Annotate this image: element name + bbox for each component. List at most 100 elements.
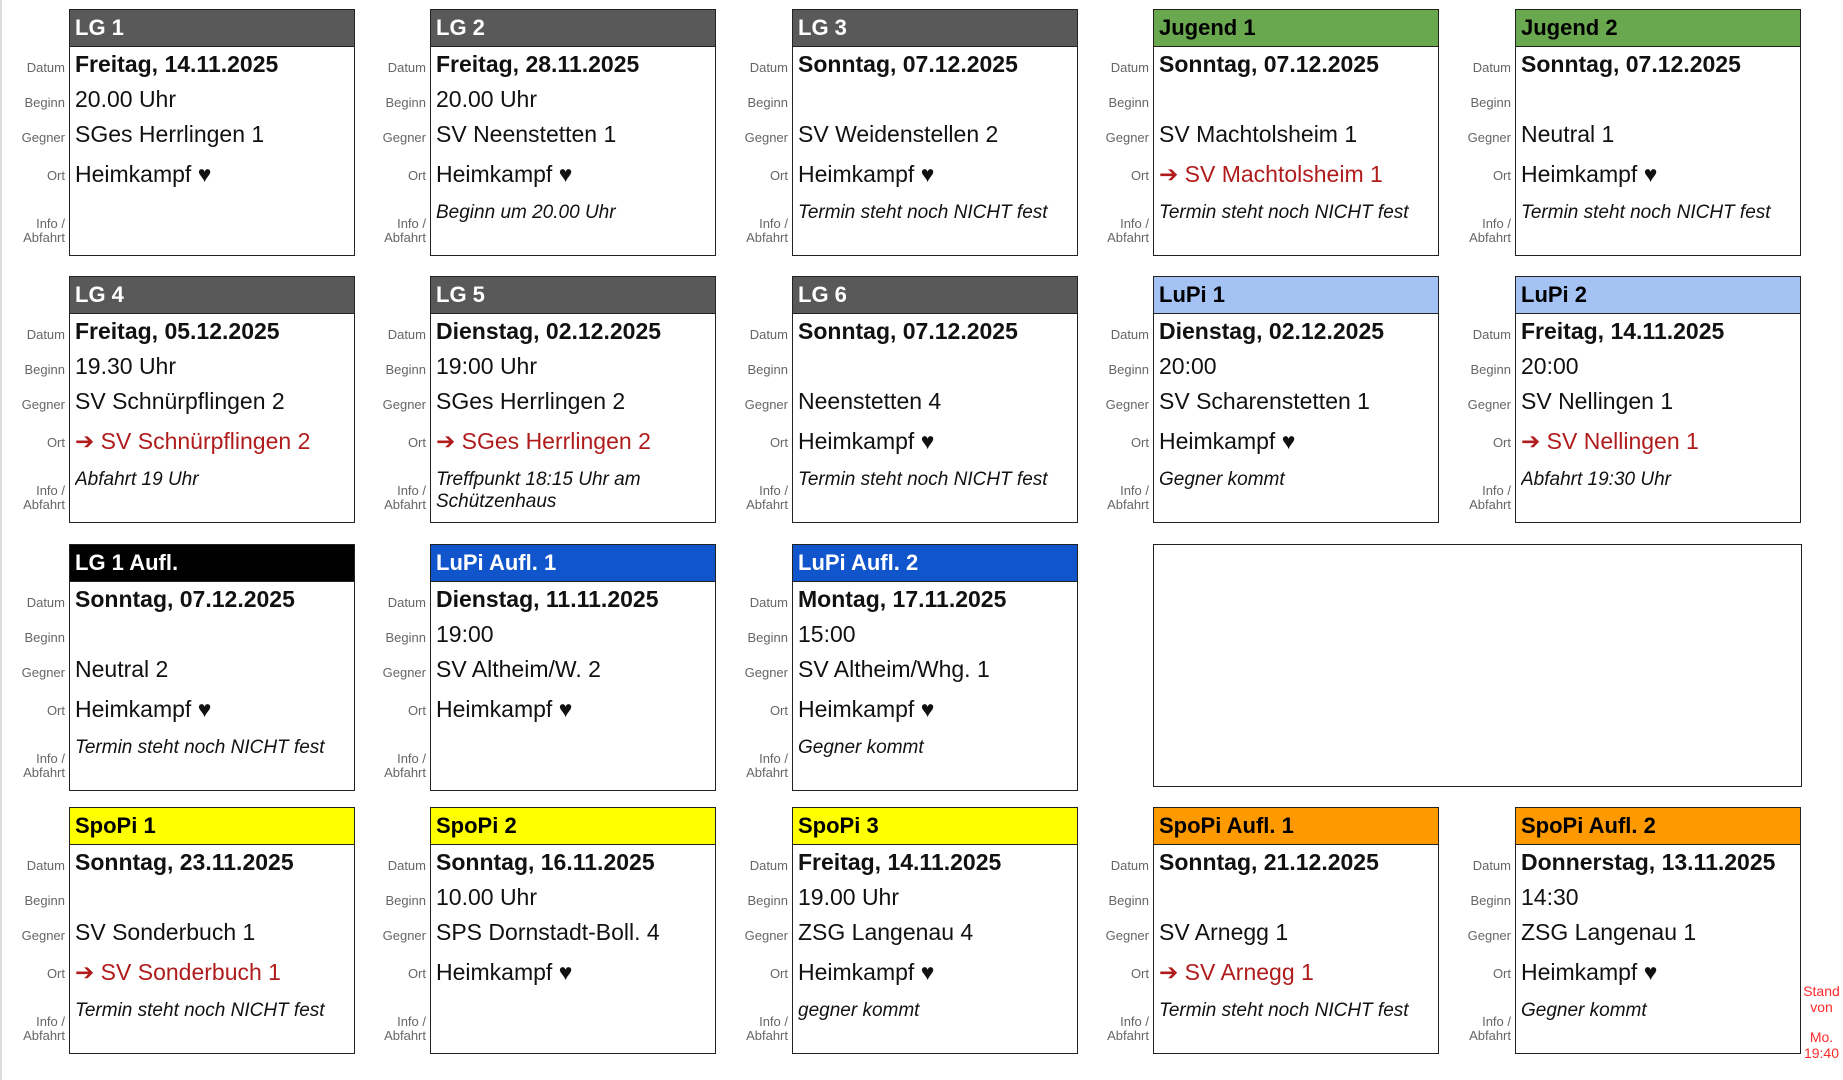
opponent: SV Altheim/W. 2: [436, 656, 601, 682]
label-opponent: Gegner: [21, 397, 65, 412]
match-card: Jugend 1 Sonntag, 07.12.2025 SV Machtolshe…: [1153, 9, 1439, 256]
label-info: Info / Abfahrt: [1469, 216, 1511, 245]
info-note: Gegner kommt: [1159, 469, 1285, 490]
label-opponent: Gegner: [1105, 130, 1149, 145]
match-date: Sonntag, 07.12.2025: [1521, 51, 1741, 77]
label-date: Datum: [26, 60, 65, 75]
label-info: Info / Abfahrt: [384, 216, 426, 245]
label-date: Datum: [1110, 60, 1149, 75]
label-info: Info / Abfahrt: [746, 483, 788, 512]
info-note: Gegner kommt: [798, 737, 924, 758]
label-location: Ort: [407, 966, 426, 981]
start-time: 19.00 Uhr: [798, 884, 900, 910]
label-info: Info / Abfahrt: [384, 483, 426, 512]
info-note: Termin steht noch NICHT fest: [75, 737, 325, 758]
label-location: Ort: [769, 435, 788, 450]
info-note: Termin steht noch NICHT fest: [1159, 202, 1409, 223]
match-card: LG 5 Dienstag, 02.12.2025 19:00 Uhr SGes He…: [430, 276, 716, 523]
location: ➔ SV Machtolsheim 1: [1159, 161, 1383, 187]
match-date: Freitag, 05.12.2025: [75, 318, 280, 344]
team-title: LG 5: [431, 277, 715, 314]
info-note: gegner kommt: [798, 1000, 920, 1021]
location: Heimkampf ♥: [798, 428, 935, 454]
match-date: Dienstag, 11.11.2025: [436, 586, 659, 612]
location: Heimkampf ♥: [1521, 161, 1658, 187]
label-date: Datum: [26, 595, 65, 610]
label-info: Info / Abfahrt: [746, 216, 788, 245]
stand-line: von: [1810, 999, 1833, 1015]
team-title: LuPi Aufl. 2: [793, 545, 1077, 582]
team-title: LuPi Aufl. 1: [431, 545, 715, 582]
match-card: SpoPi 3 Freitag, 14.11.2025 19.00 Uhr ZSG L…: [792, 807, 1078, 1054]
match-card: LuPi 2 Freitag, 14.11.2025 20:00 SV Nelling…: [1515, 276, 1801, 523]
team-title: LG 1: [70, 10, 354, 47]
label-date: Datum: [1110, 858, 1149, 873]
label-location: Ort: [1130, 435, 1149, 450]
opponent: SV Altheim/Whg. 1: [798, 656, 990, 682]
opponent: SV Weidenstellen 2: [798, 121, 999, 147]
label-info: Info / Abfahrt: [384, 751, 426, 780]
opponent: SPS Dornstadt-Boll. 4: [436, 919, 660, 945]
label-location: Ort: [407, 168, 426, 183]
match-date: Freitag, 14.11.2025: [1521, 318, 1725, 344]
location: Heimkampf ♥: [798, 696, 935, 722]
stand-line: 19:40: [1803, 1045, 1840, 1061]
label-location: Ort: [46, 435, 65, 450]
label-location: Ort: [1492, 966, 1511, 981]
opponent: SV Neenstetten 1: [436, 121, 617, 147]
start-time: [75, 617, 350, 652]
start-time: 19.30 Uhr: [75, 353, 177, 379]
label-opponent: Gegner: [744, 665, 788, 680]
match-date: Montag, 17.11.2025: [798, 586, 1007, 612]
label-begin: Beginn: [385, 630, 426, 645]
label-begin: Beginn: [24, 893, 65, 908]
sheet-left-edge: [0, 0, 2, 1080]
label-begin: Beginn: [24, 362, 65, 377]
label-begin: Beginn: [747, 95, 788, 110]
location: Heimkampf ♥: [798, 959, 935, 985]
label-begin: Beginn: [747, 362, 788, 377]
team-title: LuPi 2: [1516, 277, 1800, 314]
label-location: Ort: [1492, 168, 1511, 183]
match-date: Sonntag, 16.11.2025: [436, 849, 655, 875]
label-date: Datum: [749, 595, 788, 610]
stand-line: Stand: [1803, 983, 1840, 999]
start-time: 19:00: [436, 621, 494, 647]
opponent: SV Nellingen 1: [1521, 388, 1674, 414]
label-opponent: Gegner: [382, 665, 426, 680]
label-location: Ort: [1130, 966, 1149, 981]
label-begin: Beginn: [385, 95, 426, 110]
match-date: Dienstag, 02.12.2025: [436, 318, 662, 344]
label-date: Datum: [387, 858, 426, 873]
match-card: SpoPi 2 Sonntag, 16.11.2025 10.00 Uhr SPS D…: [430, 807, 716, 1054]
match-card: LG 1 Freitag, 14.11.2025 20.00 Uhr SGes Her…: [69, 9, 355, 256]
team-title: SpoPi 3: [793, 808, 1077, 845]
label-begin: Beginn: [1470, 893, 1511, 908]
start-time: 14:30: [1521, 884, 1579, 910]
location: ➔ SV Schnürpflingen 2: [75, 428, 311, 454]
match-card: SpoPi Aufl. 1 Sonntag, 21.12.2025 SV Arneg…: [1153, 807, 1439, 1054]
start-time: 20.00 Uhr: [75, 86, 177, 112]
label-opponent: Gegner: [1467, 397, 1511, 412]
label-date: Datum: [1110, 327, 1149, 342]
opponent: SV Schnürpflingen 2: [75, 388, 285, 414]
start-time: [1159, 880, 1434, 915]
team-title: SpoPi 2: [431, 808, 715, 845]
team-title: LG 4: [70, 277, 354, 314]
label-location: Ort: [769, 703, 788, 718]
team-title: SpoPi Aufl. 1: [1154, 808, 1438, 845]
match-date: Sonntag, 07.12.2025: [798, 51, 1018, 77]
label-date: Datum: [1472, 60, 1511, 75]
opponent: ZSG Langenau 1: [1521, 919, 1697, 945]
label-info: Info / Abfahrt: [746, 1014, 788, 1043]
opponent: Neutral 1: [1521, 121, 1615, 147]
label-location: Ort: [407, 703, 426, 718]
team-title: LG 6: [793, 277, 1077, 314]
label-location: Ort: [46, 168, 65, 183]
info-note: Termin steht noch NICHT fest: [798, 202, 1048, 223]
start-time: [798, 349, 1073, 384]
match-card: SpoPi 1 Sonntag, 23.11.2025 SV Sonderbuch …: [69, 807, 355, 1054]
label-begin: Beginn: [1470, 95, 1511, 110]
start-time: 10.00 Uhr: [436, 884, 538, 910]
label-opponent: Gegner: [382, 397, 426, 412]
